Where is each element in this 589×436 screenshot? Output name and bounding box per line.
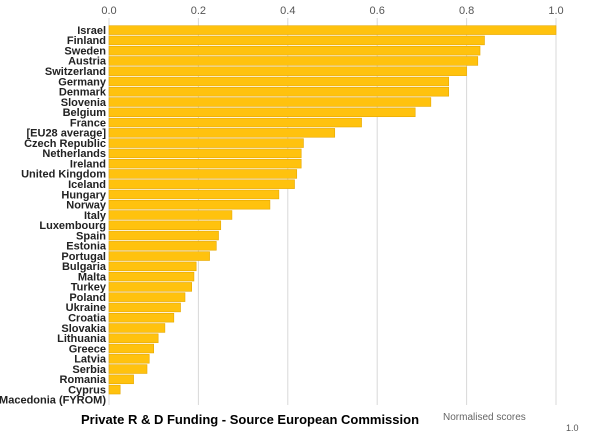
bar (108, 384, 121, 395)
category-label: Romania (60, 374, 107, 386)
category-label: Switzerland (45, 66, 106, 78)
category-label: Greece (69, 343, 106, 355)
category-label: Italy (84, 210, 107, 222)
category-label: Latvia (74, 354, 107, 366)
category-label: Germany (58, 76, 107, 88)
corner-scale-label: 1.0 (566, 423, 579, 433)
category-label: Ukraine (66, 302, 106, 314)
x-tick-label: 0.6 (370, 5, 385, 17)
bar (108, 374, 134, 385)
bar (108, 200, 271, 210)
category-label: Portugal (61, 251, 106, 263)
bar (108, 117, 362, 128)
category-label: Finland (67, 35, 106, 47)
bar (108, 107, 416, 118)
category-label: Bulgaria (62, 261, 107, 273)
bar (108, 87, 450, 97)
bar (108, 323, 166, 333)
category-label: Turkey (71, 282, 107, 294)
category-label: Spain (76, 230, 106, 242)
category-label: Belgium (63, 107, 107, 119)
x-tick-label: 0.4 (280, 5, 295, 17)
category-label: Austria (68, 56, 107, 68)
x-tick-label: 0.2 (191, 5, 206, 17)
category-label: France (70, 117, 106, 129)
bar (108, 220, 222, 230)
category-label: Croatia (68, 313, 107, 325)
bar (108, 148, 302, 159)
category-label: Luxembourg (39, 220, 106, 232)
category-label: Lithuania (57, 333, 107, 345)
category-label: Denmark (59, 87, 107, 99)
bar (108, 76, 450, 87)
bar (108, 45, 481, 56)
category-label: Sweden (64, 45, 106, 57)
bar (108, 158, 302, 169)
category-label: Malta (78, 271, 107, 283)
x-tick-labels: 0.0 0.2 0.4 0.6 0.8 1.0 (101, 5, 563, 17)
bar (108, 56, 479, 66)
bar (108, 312, 175, 323)
bar (108, 333, 159, 343)
bar (108, 25, 557, 35)
category-label: Israel (77, 25, 106, 37)
x-tick-label: 0.8 (459, 5, 474, 17)
bar (108, 343, 155, 354)
category-label: Iceland (68, 179, 106, 191)
category-label: Slovakia (61, 323, 107, 335)
bar (108, 261, 197, 272)
bar (108, 210, 233, 220)
bar (108, 66, 467, 76)
bar (108, 302, 181, 313)
chart-title: Private R & D Funding - Source European … (80, 412, 420, 427)
bar (108, 169, 298, 179)
bar (108, 138, 304, 148)
x-tick-label: 0.0 (101, 5, 116, 17)
x-axis-label: Normalised scores (443, 412, 526, 423)
x-tick-label: 1.0 (548, 5, 563, 17)
bar (108, 128, 336, 138)
category-label: [EU28 average] (27, 128, 107, 140)
category-label: Czech Republic (24, 138, 106, 150)
bar (108, 251, 210, 261)
bar (108, 271, 195, 282)
category-label: Macedonia (FYROM) (0, 395, 106, 407)
bar (108, 179, 295, 189)
category-label: Netherlands (42, 148, 106, 160)
category-label: Serbia (72, 364, 107, 376)
category-label: United Kingdom (21, 169, 106, 181)
category-label: Norway (66, 200, 107, 212)
category-label: Slovenia (61, 97, 107, 109)
bar (108, 230, 219, 241)
bar (108, 97, 432, 107)
bar (108, 189, 280, 200)
category-label: Ireland (70, 158, 106, 170)
bar (108, 354, 150, 364)
bar (108, 35, 485, 46)
bar (108, 364, 148, 374)
bar (108, 241, 217, 251)
category-label: Hungary (61, 189, 107, 201)
bar (108, 292, 186, 302)
category-label: Poland (69, 292, 106, 304)
category-label: Cyprus (68, 384, 106, 396)
category-labels: IsraelFinlandSwedenAustriaSwitzerlandGer… (0, 25, 107, 407)
bar (108, 282, 192, 292)
category-label: Estonia (66, 241, 107, 253)
bars (108, 25, 557, 395)
